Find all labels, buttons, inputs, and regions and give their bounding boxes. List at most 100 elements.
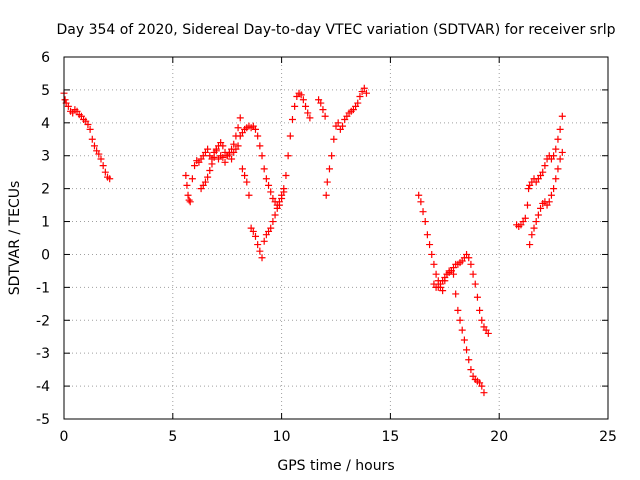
y-tick-label: 0 (41, 247, 50, 263)
y-tick-label: 6 (41, 50, 50, 66)
data-point (234, 142, 242, 150)
y-tick-label: 2 (41, 182, 50, 198)
data-point (552, 145, 560, 153)
data-point (204, 145, 212, 153)
data-point (454, 306, 462, 314)
data-point (228, 145, 236, 153)
series-segment-1 (60, 89, 114, 183)
data-point (230, 140, 238, 148)
data-point (463, 346, 471, 354)
data-point (228, 155, 236, 163)
data-point (526, 241, 534, 249)
data-point (219, 153, 227, 161)
y-tick-label: -5 (36, 412, 50, 428)
y-tick-label: -3 (36, 346, 50, 362)
data-point (328, 152, 336, 160)
data-point (232, 132, 240, 140)
data-point (204, 173, 212, 181)
data-point (319, 106, 327, 114)
data-point (473, 293, 481, 301)
data-point (547, 191, 555, 199)
data-point (221, 158, 229, 166)
data-point (265, 181, 273, 189)
data-point (260, 165, 268, 173)
data-point (280, 188, 288, 196)
x-tick-label: 5 (168, 429, 177, 445)
data-point (467, 260, 475, 268)
data-point (282, 171, 290, 179)
data-point (236, 114, 244, 122)
data-point (267, 188, 275, 196)
data-point (304, 109, 312, 117)
data-point (271, 211, 279, 219)
data-point (219, 142, 227, 150)
data-point (530, 224, 538, 232)
data-point (243, 178, 251, 186)
data-point (521, 214, 529, 222)
data-point (356, 92, 364, 100)
data-point (558, 148, 566, 156)
data-point (299, 96, 307, 104)
data-point (317, 99, 325, 107)
data-point (458, 326, 466, 334)
data-point (465, 254, 473, 262)
data-point (238, 165, 246, 173)
data-point (258, 152, 266, 160)
data-point (256, 142, 264, 150)
data-point (452, 290, 460, 298)
data-point (254, 132, 262, 140)
data-point (476, 306, 484, 314)
x-tick-label: 25 (599, 429, 617, 445)
data-point (471, 280, 479, 288)
data-point (537, 204, 545, 212)
data-point (334, 119, 342, 127)
data-point (188, 175, 196, 183)
data-point (260, 237, 268, 245)
data-point (191, 162, 199, 170)
data-point (550, 152, 558, 160)
data-point (288, 116, 296, 124)
x-axis-tick-labels: 0 5 10 15 20 25 (60, 429, 617, 445)
data-point (484, 329, 492, 337)
series-segment-6 (430, 267, 488, 397)
data-point (552, 175, 560, 183)
y-tick-label: -4 (36, 379, 50, 395)
y-tick-label: -1 (36, 280, 50, 296)
data-point (415, 191, 423, 199)
data-point (322, 191, 330, 199)
data-point (428, 250, 436, 258)
y-axis-title: SDTVAR / TECUs (7, 181, 23, 296)
data-point (302, 102, 310, 110)
data-point (550, 185, 558, 193)
data-point (201, 178, 209, 186)
series-segment-4 (315, 84, 370, 199)
data-point (95, 150, 103, 158)
data-point (426, 241, 434, 249)
data-point (234, 124, 242, 132)
data-point (323, 178, 331, 186)
data-point (267, 224, 275, 232)
data-point (101, 168, 109, 176)
data-point (321, 112, 329, 120)
data-point (251, 232, 259, 240)
data-point (354, 99, 362, 107)
data-point (262, 175, 270, 183)
data-point (90, 142, 98, 150)
data-point (212, 147, 220, 155)
data-point (325, 165, 333, 173)
data-point (251, 125, 259, 133)
data-point (556, 155, 564, 163)
x-axis-title: GPS time / hours (277, 458, 394, 474)
data-point (339, 122, 347, 130)
y-tick-label: 3 (41, 149, 50, 165)
data-point (525, 185, 533, 193)
data-point (64, 102, 72, 110)
data-point (86, 125, 94, 133)
data-point (465, 356, 473, 364)
data-point (269, 218, 277, 226)
data-point (362, 89, 370, 97)
data-point (478, 316, 486, 324)
data-point (210, 153, 218, 161)
chart-title: Day 354 of 2020, Sidereal Day-to-day VTE… (56, 22, 615, 38)
data-point (423, 231, 431, 239)
